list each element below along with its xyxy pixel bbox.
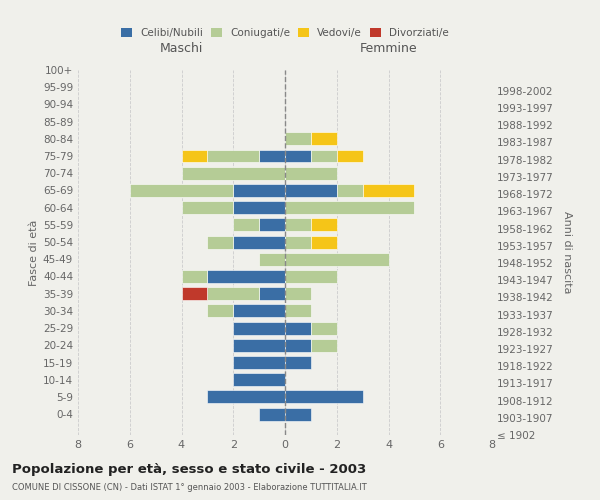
Bar <box>208 236 233 248</box>
Bar <box>182 167 285 179</box>
Bar <box>285 236 311 248</box>
Bar <box>182 287 208 300</box>
Text: COMUNE DI CISSONE (CN) - Dati ISTAT 1° gennaio 2003 - Elaborazione TUTTITALIA.IT: COMUNE DI CISSONE (CN) - Dati ISTAT 1° g… <box>12 484 367 492</box>
Bar <box>233 218 259 232</box>
Bar <box>285 150 311 162</box>
Bar <box>285 356 311 369</box>
Bar <box>285 390 362 404</box>
Text: Femmine: Femmine <box>359 42 418 54</box>
Bar <box>208 390 285 404</box>
Bar <box>337 150 362 162</box>
Legend: Celibi/Nubili, Coniugati/e, Vedovi/e, Divorziati/e: Celibi/Nubili, Coniugati/e, Vedovi/e, Di… <box>117 24 453 42</box>
Bar <box>208 304 233 318</box>
Bar <box>285 184 337 197</box>
Bar <box>208 287 259 300</box>
Bar <box>311 339 337 352</box>
Bar <box>285 322 311 334</box>
Bar <box>285 167 337 179</box>
Bar <box>208 150 259 162</box>
Bar <box>259 408 285 420</box>
Bar <box>233 236 285 248</box>
Bar <box>208 270 285 283</box>
Bar <box>362 184 415 197</box>
Bar <box>233 184 285 197</box>
Bar <box>259 287 285 300</box>
Text: Popolazione per età, sesso e stato civile - 2003: Popolazione per età, sesso e stato civil… <box>12 462 366 475</box>
Y-axis label: Anni di nascita: Anni di nascita <box>562 211 572 294</box>
Bar <box>182 150 208 162</box>
Bar <box>285 304 311 318</box>
Bar <box>285 270 337 283</box>
Bar <box>311 132 337 145</box>
Bar <box>233 339 285 352</box>
Bar <box>337 184 362 197</box>
Bar <box>233 356 285 369</box>
Bar <box>285 287 311 300</box>
Bar <box>285 253 389 266</box>
Bar <box>285 339 311 352</box>
Text: Maschi: Maschi <box>160 42 203 54</box>
Bar <box>259 218 285 232</box>
Bar <box>233 374 285 386</box>
Bar <box>311 218 337 232</box>
Bar <box>259 150 285 162</box>
Bar <box>259 253 285 266</box>
Bar <box>182 270 208 283</box>
Y-axis label: Fasce di età: Fasce di età <box>29 220 39 286</box>
Bar <box>233 304 285 318</box>
Bar <box>311 150 337 162</box>
Bar <box>311 322 337 334</box>
Bar <box>285 132 311 145</box>
Bar <box>182 201 233 214</box>
Bar <box>130 184 233 197</box>
Bar <box>233 322 285 334</box>
Bar <box>311 236 337 248</box>
Bar <box>285 408 311 420</box>
Bar <box>233 201 285 214</box>
Bar <box>285 218 311 232</box>
Bar <box>285 201 415 214</box>
